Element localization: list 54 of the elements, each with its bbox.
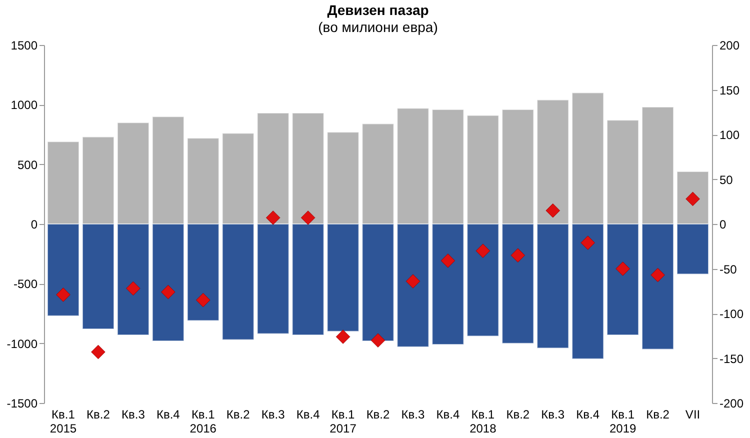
- point: [370, 333, 386, 348]
- x-tick-label: Кв.4: [576, 408, 600, 422]
- y2-tick-label: -150: [720, 352, 744, 366]
- y2-tick-label: -200: [720, 396, 744, 410]
- y-tick-label: -1500: [6, 396, 38, 410]
- y2-tick-label: 100: [720, 128, 740, 142]
- point: [336, 330, 350, 344]
- point: [406, 274, 420, 288]
- y2-tick-label: -50: [720, 262, 738, 276]
- y-tick-label: 1000: [10, 98, 38, 112]
- x-tick-label: Кв.1 2019: [609, 408, 636, 436]
- point: [510, 248, 526, 262]
- x-tick-label: Кв.2: [506, 408, 530, 422]
- x-tick-label: Кв.3: [121, 408, 146, 422]
- y-tick-label: 0: [30, 218, 38, 232]
- y2-tick-label: 0: [720, 218, 726, 232]
- x-tick-label: Кв.4: [156, 408, 180, 422]
- point: [440, 254, 456, 268]
- x-tick-label: Кв.1 2016: [190, 408, 217, 436]
- x-tick-label: Кв.2: [86, 408, 110, 422]
- point: [300, 210, 316, 225]
- point: [616, 262, 630, 276]
- point: [126, 281, 140, 296]
- x-tick-label: Кв.4: [296, 408, 320, 422]
- point: [91, 344, 106, 360]
- x-tick-label: Кв.2: [226, 408, 250, 422]
- point: [196, 292, 210, 308]
- x-tick-label: Кв.1 2018: [470, 408, 497, 436]
- x-tick-label: VII: [685, 408, 700, 422]
- x-tick-label: Кв.1 2015: [50, 408, 77, 436]
- chart-subtitle: (во милиони евра): [318, 19, 438, 35]
- point: [650, 268, 665, 282]
- x-tick-label: Кв.3: [401, 408, 425, 422]
- point: [546, 203, 560, 218]
- x-tick-label: Кв.4: [436, 408, 460, 422]
- point: [476, 244, 490, 258]
- y-tick-label: 1500: [10, 38, 38, 52]
- x-tick-label: Кв.2: [646, 408, 670, 422]
- y-tick-label: -1000: [6, 336, 38, 351]
- point: [161, 284, 176, 300]
- x-tick-label: Кв.1 2017: [330, 408, 357, 436]
- y2-tick-label: -100: [720, 307, 744, 321]
- y-tick-label: -500: [13, 277, 38, 292]
- y2-tick-label: 50: [720, 172, 734, 187]
- point: [56, 288, 70, 302]
- y-tick-label: 500: [17, 158, 38, 172]
- point: [266, 210, 280, 225]
- y2-tick-label: 200: [720, 38, 740, 52]
- x-tick-label: Кв.2: [366, 408, 390, 422]
- x-tick-label: Кв.3: [261, 408, 286, 422]
- chart-title: Девизен пазар: [327, 2, 429, 18]
- x-tick-label: Кв.3: [541, 408, 565, 422]
- point: [580, 236, 595, 250]
- y2-tick-label: 150: [720, 83, 740, 98]
